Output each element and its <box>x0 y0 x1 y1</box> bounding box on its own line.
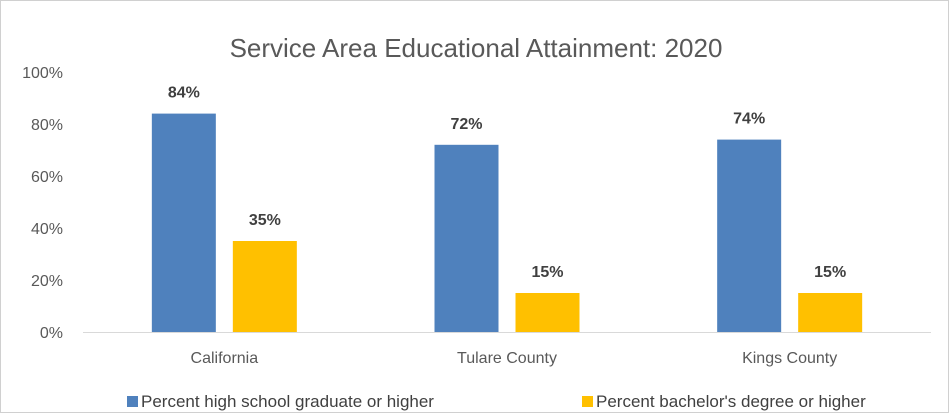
data-labels: 84% 35% 72% 15% 74% 15% <box>168 85 846 281</box>
legend-label: Percent high school graduate or higher <box>141 392 434 411</box>
data-label: 15% <box>531 264 563 281</box>
bar <box>151 113 216 332</box>
data-label: 35% <box>249 212 281 229</box>
chart-title: Service Area Educational Attainment: 202… <box>230 33 723 63</box>
legend-label: Percent bachelor's degree or higher <box>596 392 866 411</box>
bar <box>232 241 297 332</box>
data-label: 74% <box>733 111 765 128</box>
bar <box>515 293 580 332</box>
y-tick-label: 80% <box>31 117 63 134</box>
y-tick-label: 60% <box>31 169 63 186</box>
category-label: Kings County <box>742 350 837 367</box>
data-label: 15% <box>814 264 846 281</box>
bars <box>151 113 863 332</box>
category-labels: California Tulare County Kings County <box>191 350 838 367</box>
category-label: Tulare County <box>457 350 557 367</box>
bar <box>717 139 782 332</box>
data-label: 84% <box>168 85 200 102</box>
y-tick-label: 100% <box>22 65 63 82</box>
y-axis-ticks: 0% 20% 40% 60% 80% 100% <box>22 65 63 342</box>
y-tick-label: 40% <box>31 221 63 238</box>
legend-swatch <box>582 396 593 407</box>
y-tick-label: 0% <box>40 325 63 342</box>
bar <box>434 144 499 332</box>
bar <box>798 293 863 332</box>
y-tick-label: 20% <box>31 273 63 290</box>
category-label: California <box>191 350 259 367</box>
legend: Percent high school graduate or higher Pe… <box>127 392 866 411</box>
legend-swatch <box>127 396 138 407</box>
data-label: 72% <box>450 116 482 133</box>
